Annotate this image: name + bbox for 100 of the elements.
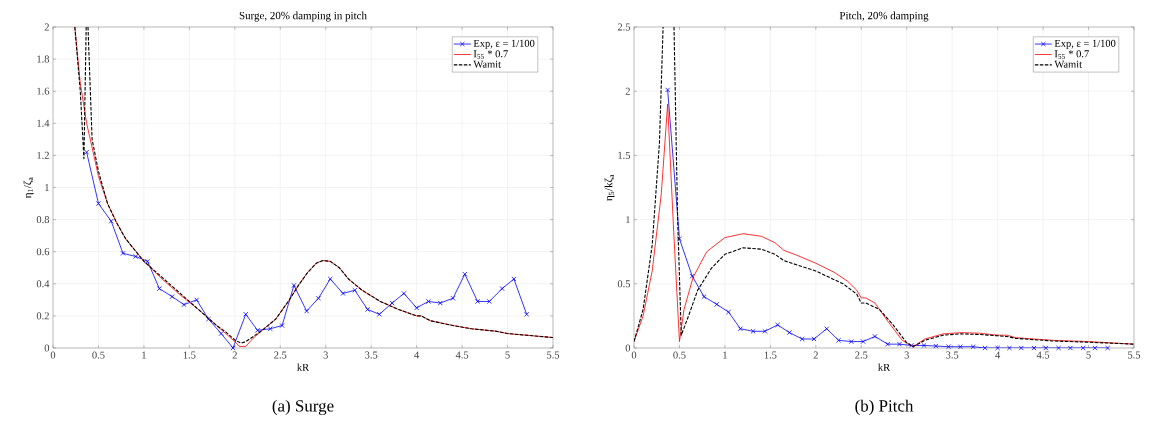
point bbox=[1067, 345, 1073, 351]
point bbox=[896, 341, 902, 347]
point bbox=[836, 337, 842, 343]
legend-label: Wamit bbox=[473, 60, 501, 68]
point bbox=[799, 336, 805, 342]
point bbox=[1080, 345, 1086, 351]
point bbox=[315, 295, 321, 301]
x-tick-label: 5 bbox=[505, 351, 510, 359]
y-tick-label: 1.5 bbox=[618, 151, 631, 159]
x-tick-label: 2.5 bbox=[274, 351, 287, 359]
y-tick-label: 1.6 bbox=[37, 87, 50, 95]
x-tick-label: 3.5 bbox=[365, 351, 378, 359]
y-tick-label: 0.5 bbox=[617, 280, 631, 288]
x-tick-label: 4 bbox=[414, 351, 420, 359]
point bbox=[511, 276, 517, 282]
legend-label: Exp, ε = 1/100 bbox=[1054, 39, 1116, 49]
y-tick-label: 0 bbox=[44, 344, 50, 352]
chart-title: Surge, 20% damping in pitch bbox=[239, 11, 367, 22]
point bbox=[389, 300, 395, 306]
point bbox=[499, 286, 505, 292]
y-tick-label: 0.8 bbox=[36, 216, 50, 224]
legend-label: I$_{55}$ * 0.7 bbox=[1054, 50, 1089, 59]
point bbox=[194, 297, 200, 303]
point bbox=[1056, 345, 1062, 351]
y-axis-title: η$_{1}$/ζ$_{a}$ bbox=[23, 177, 34, 199]
point bbox=[762, 328, 768, 334]
x-tick-label: 3 bbox=[323, 351, 328, 359]
point bbox=[401, 290, 407, 296]
point bbox=[327, 276, 333, 282]
point bbox=[824, 326, 830, 332]
point bbox=[1018, 345, 1024, 351]
point bbox=[108, 218, 114, 224]
point bbox=[860, 339, 866, 345]
point bbox=[872, 333, 878, 339]
point bbox=[775, 322, 781, 328]
y-tick-label: 1.8 bbox=[37, 55, 50, 63]
point bbox=[982, 345, 988, 351]
point bbox=[676, 236, 682, 242]
point bbox=[365, 306, 371, 312]
point bbox=[486, 298, 492, 304]
x-tick-label: 2 bbox=[813, 351, 818, 359]
point bbox=[340, 290, 346, 296]
y-tick-label: 0.2 bbox=[36, 312, 49, 320]
point bbox=[750, 328, 756, 334]
point bbox=[205, 316, 211, 322]
x-tick-label: 2.5 bbox=[855, 351, 868, 359]
point bbox=[689, 273, 695, 279]
x-tick-label: 1.5 bbox=[183, 351, 196, 359]
point bbox=[414, 305, 420, 311]
x-axis-title: kR bbox=[297, 363, 310, 371]
y-tick-label: 1 bbox=[45, 184, 49, 191]
point bbox=[462, 271, 468, 277]
legend-label: Exp, ε = 1/100 bbox=[473, 39, 535, 49]
point bbox=[243, 311, 249, 317]
point bbox=[1043, 345, 1049, 351]
point bbox=[425, 298, 431, 304]
x-axis-title: kR bbox=[878, 363, 891, 371]
x-tick-label: 3.5 bbox=[946, 351, 959, 359]
point bbox=[145, 258, 151, 264]
x-tick-label: 0 bbox=[631, 351, 637, 359]
point bbox=[279, 323, 285, 329]
point bbox=[1092, 345, 1098, 351]
x-tick-label: 1.5 bbox=[764, 351, 777, 359]
y-tick-label: 2.5 bbox=[617, 23, 631, 31]
x-tick-label: 1 bbox=[142, 351, 146, 359]
point bbox=[786, 330, 792, 336]
y-tick-label: 1.4 bbox=[37, 119, 50, 127]
x-tick-label: 0 bbox=[50, 351, 56, 359]
point bbox=[169, 294, 175, 300]
point bbox=[957, 344, 963, 350]
x-tick-label: 4 bbox=[995, 351, 1001, 359]
point bbox=[908, 342, 914, 348]
point bbox=[133, 253, 139, 260]
point bbox=[181, 302, 187, 308]
chart-title: Pitch, 20% damping bbox=[839, 11, 929, 22]
point bbox=[376, 311, 382, 317]
y-tick-label: 0 bbox=[625, 344, 631, 352]
line-series bbox=[634, 103, 1135, 348]
y-tick-label: 2 bbox=[44, 23, 49, 31]
x-tick-label: 5.5 bbox=[1128, 351, 1141, 359]
point bbox=[665, 87, 671, 93]
point bbox=[921, 342, 927, 348]
point bbox=[995, 345, 1001, 351]
point bbox=[267, 326, 273, 332]
point bbox=[450, 295, 456, 301]
point bbox=[255, 327, 261, 333]
point bbox=[84, 149, 90, 155]
point bbox=[1105, 345, 1111, 351]
point bbox=[218, 331, 224, 337]
y-tick-label: 1.2 bbox=[37, 151, 49, 159]
point bbox=[524, 311, 530, 317]
legend-label: I$_{55}$ * 0.7 bbox=[473, 50, 508, 59]
x-tick-label: 2 bbox=[232, 351, 237, 359]
x-tick-label: 0.5 bbox=[92, 351, 105, 359]
point bbox=[714, 301, 720, 307]
point bbox=[304, 308, 310, 314]
point bbox=[970, 344, 976, 350]
point bbox=[885, 341, 891, 347]
point bbox=[701, 294, 707, 300]
text: (b) Pitch bbox=[855, 399, 914, 416]
